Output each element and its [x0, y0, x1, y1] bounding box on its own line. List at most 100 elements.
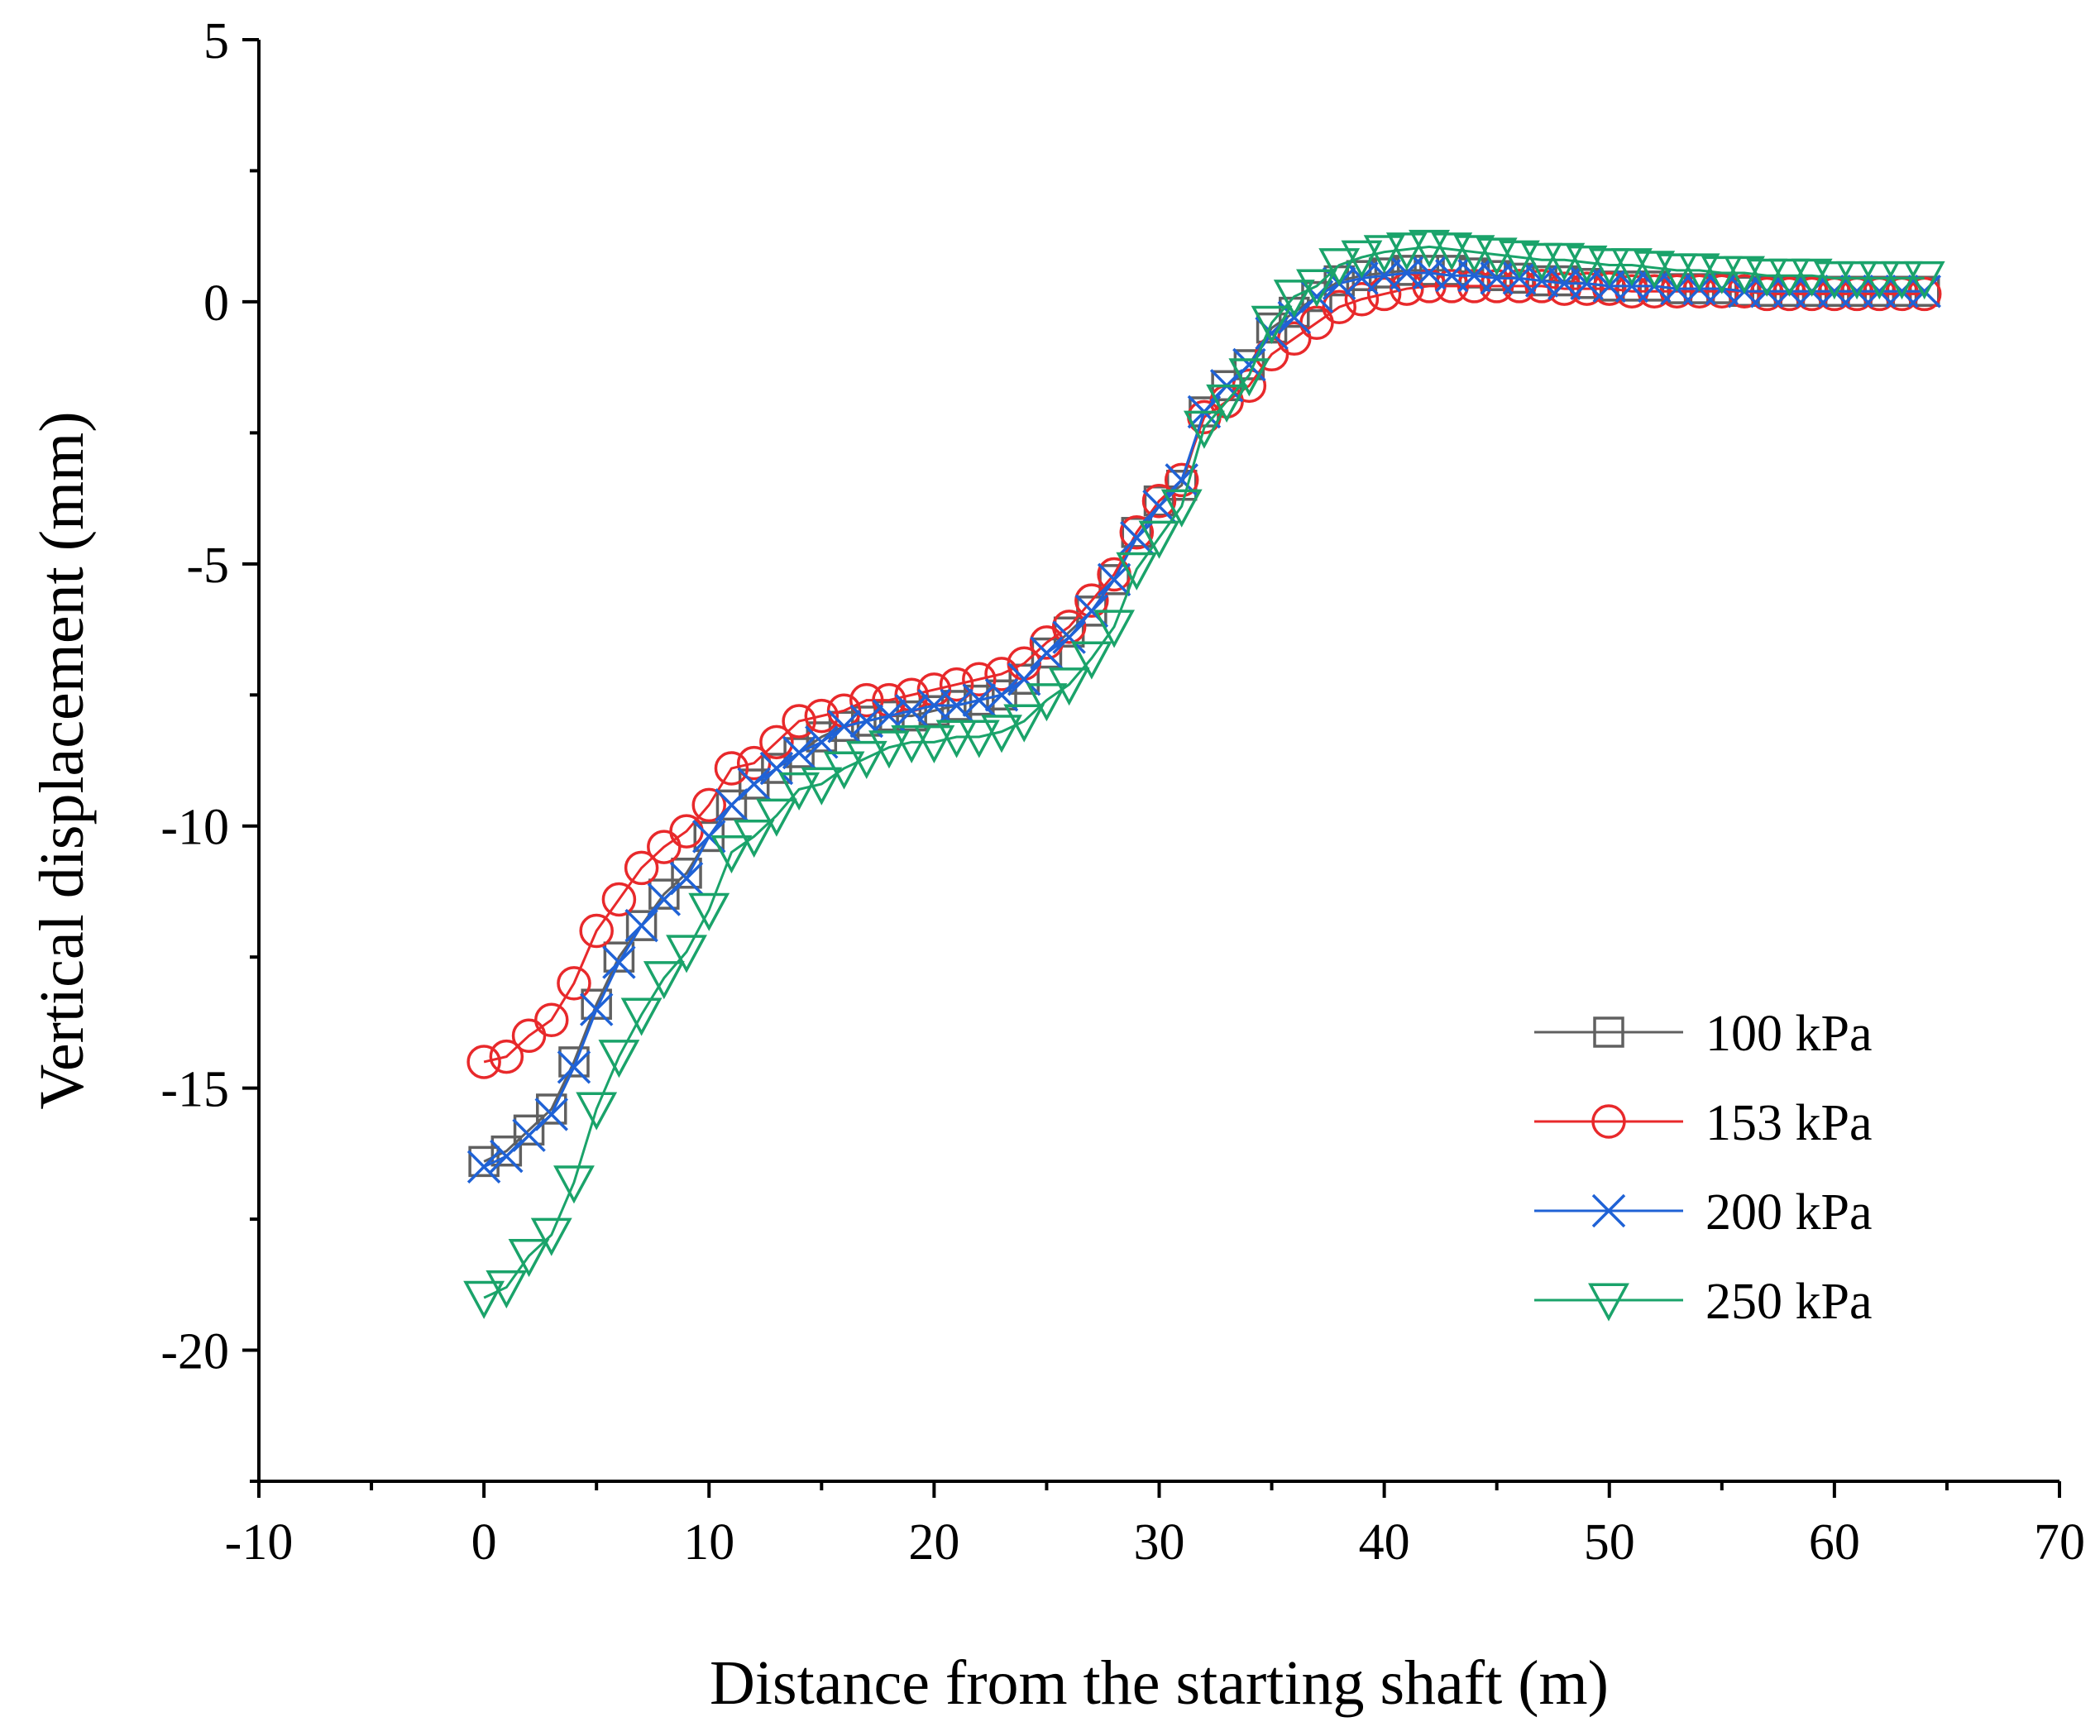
- data-point: [1611, 248, 1653, 287]
- data-point: [624, 850, 659, 886]
- data-point: [463, 1280, 505, 1319]
- y-axis-title: Vertical displacement (mm): [27, 411, 97, 1109]
- data-point: [823, 751, 865, 790]
- x-tick-label: 60: [1809, 1514, 1860, 1571]
- data-point: [827, 710, 861, 744]
- data-point: [1791, 258, 1833, 297]
- data-point: [1453, 235, 1495, 274]
- x-tick-label: 30: [1134, 1514, 1185, 1571]
- plot-area: [463, 229, 1945, 1319]
- data-point: [466, 1045, 501, 1079]
- y-tick-label: -20: [160, 1324, 229, 1380]
- legend: 100 kPa 153 kPa 200 kPa 250 kPa: [1534, 1006, 1873, 1330]
- data-point: [1183, 410, 1225, 449]
- data-point: [558, 1046, 590, 1078]
- legend-item: 250 kPa: [1534, 1274, 1873, 1330]
- y-tick-label: 5: [203, 13, 229, 69]
- data-point: [778, 772, 820, 811]
- data-point: [939, 667, 974, 702]
- data-point: [1031, 637, 1063, 669]
- data-point: [845, 740, 887, 780]
- x-axis-title: Distance from the starting shaft (m): [710, 1648, 1609, 1718]
- data-point: [894, 694, 929, 728]
- data-point: [1093, 610, 1136, 648]
- data-point: [804, 698, 840, 734]
- data-point: [1341, 240, 1383, 279]
- data-point: [553, 1165, 595, 1204]
- data-point: [1121, 517, 1153, 548]
- data-point: [530, 1217, 572, 1256]
- data-point: [1119, 515, 1155, 550]
- data-point: [1273, 280, 1315, 318]
- data-point: [1543, 242, 1586, 281]
- data-point: [1363, 235, 1405, 274]
- data-point: [579, 913, 614, 949]
- x-tick-label: 10: [683, 1514, 734, 1571]
- data-point: [1681, 274, 1717, 308]
- data-point: [1160, 489, 1203, 528]
- data-point: [891, 725, 933, 763]
- data-point: [1070, 641, 1112, 680]
- data-point: [1431, 232, 1473, 271]
- data-point: [1052, 620, 1086, 654]
- data-point: [1794, 276, 1830, 312]
- series-153-kpa: [466, 269, 1942, 1079]
- data-point: [918, 695, 950, 727]
- data-point: [625, 910, 658, 941]
- data-point: [489, 1039, 524, 1074]
- y-tick-label: -15: [160, 1062, 229, 1118]
- data-point: [1048, 667, 1090, 706]
- data-point: [1858, 261, 1901, 300]
- data-point: [671, 858, 702, 889]
- series-250-kpa: [463, 229, 1945, 1319]
- data-point: [759, 725, 794, 760]
- data-point: [1409, 229, 1450, 269]
- data-point: [1634, 251, 1676, 289]
- data-point: [1366, 276, 1402, 312]
- x-tick-label: 40: [1359, 1514, 1410, 1571]
- data-point: [1836, 261, 1878, 300]
- data-point: [1120, 520, 1154, 555]
- data-point: [801, 767, 843, 806]
- data-point: [536, 1093, 567, 1125]
- data-point: [1142, 489, 1176, 524]
- data-point: [1228, 358, 1270, 397]
- data-point: [782, 704, 816, 739]
- data-point: [1007, 662, 1041, 696]
- x-tick-label: 50: [1584, 1514, 1635, 1571]
- data-point: [1026, 683, 1068, 722]
- data-point: [1414, 255, 1445, 286]
- data-point: [534, 1002, 569, 1037]
- data-point: [710, 835, 753, 874]
- data-point: [964, 684, 995, 716]
- y-tick-label: 0: [203, 275, 229, 332]
- data-point: [1164, 462, 1199, 498]
- data-point: [1138, 520, 1180, 559]
- data-point: [1051, 610, 1087, 644]
- data-point: [669, 861, 704, 896]
- x-tick-label: -10: [225, 1514, 294, 1571]
- data-point: [1143, 485, 1175, 517]
- data-point: [691, 787, 726, 823]
- data-point: [1141, 484, 1177, 519]
- legend-label: 200 kPa: [1705, 1184, 1873, 1241]
- data-point: [981, 715, 1022, 753]
- data-point: [715, 789, 748, 821]
- y-tick-label: -10: [160, 800, 229, 856]
- data-point: [755, 798, 797, 837]
- data-point: [868, 730, 910, 769]
- data-point: [490, 1135, 523, 1167]
- data-point: [557, 966, 591, 1001]
- x-tick-label: 70: [2034, 1514, 2085, 1571]
- data-point: [602, 945, 636, 979]
- data-point: [620, 997, 663, 1036]
- data-point: [1881, 261, 1923, 300]
- data-point: [1008, 663, 1040, 696]
- data-point: [759, 751, 794, 786]
- legend-item: 153 kPa: [1534, 1095, 1873, 1151]
- data-point: [1391, 255, 1423, 286]
- data-point: [1746, 258, 1788, 297]
- data-point: [1206, 384, 1248, 423]
